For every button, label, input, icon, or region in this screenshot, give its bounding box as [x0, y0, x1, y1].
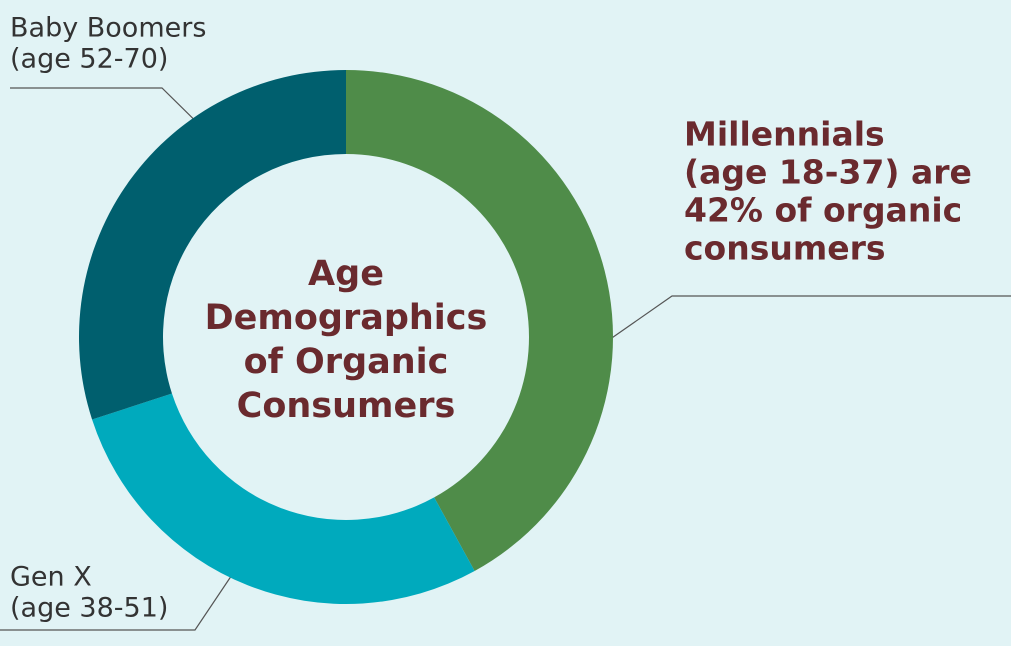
segment-label: Gen X	[10, 562, 92, 593]
segment-label: Baby Boomers	[10, 13, 206, 44]
segment-label: 42% of organic	[684, 191, 962, 230]
segment-label: Millennials	[684, 115, 885, 154]
donut-segment	[92, 393, 475, 604]
segment-label: (age 38-51)	[10, 593, 168, 624]
donut-segment	[346, 70, 614, 571]
segment-label: (age 52-70)	[10, 44, 168, 75]
donut-segment	[78, 70, 347, 420]
chart-title: Demographics	[205, 298, 488, 338]
segment-label: (age 18-37) are	[684, 153, 972, 192]
chart-title: Consumers	[237, 386, 456, 426]
chart-title: of Organic	[244, 342, 449, 382]
chart-title: Age	[308, 254, 384, 294]
segment-label: consumers	[684, 229, 886, 268]
